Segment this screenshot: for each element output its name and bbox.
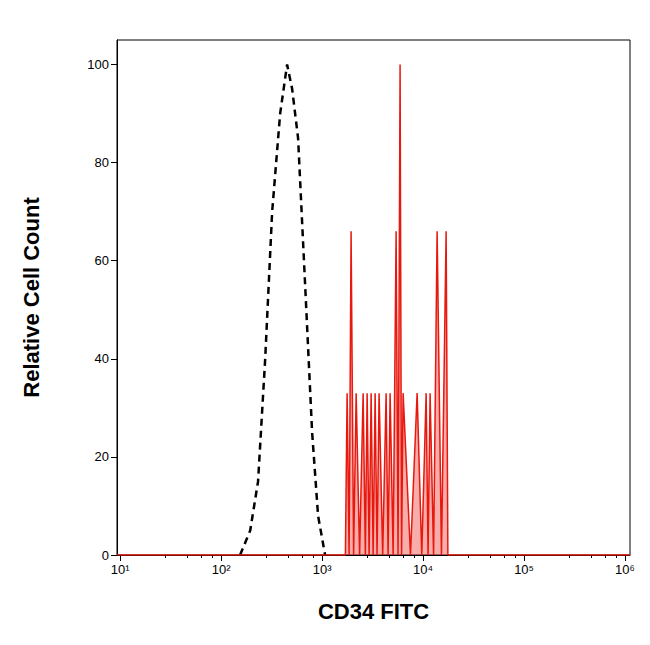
svg-text:10⁵: 10⁵ [514,562,534,577]
svg-text:40: 40 [95,351,109,366]
svg-text:20: 20 [95,449,109,464]
svg-text:60: 60 [95,253,109,268]
svg-text:10¹: 10¹ [111,562,130,577]
svg-text:CD34 FITC: CD34 FITC [318,599,429,624]
svg-text:10²: 10² [212,562,231,577]
svg-text:80: 80 [95,155,109,170]
svg-text:10³: 10³ [313,562,332,577]
svg-text:100: 100 [87,57,109,72]
svg-text:0: 0 [102,548,109,563]
svg-text:10⁶: 10⁶ [615,562,635,577]
svg-text:10⁴: 10⁴ [413,562,433,577]
svg-text:Relative Cell Count: Relative Cell Count [19,197,44,398]
